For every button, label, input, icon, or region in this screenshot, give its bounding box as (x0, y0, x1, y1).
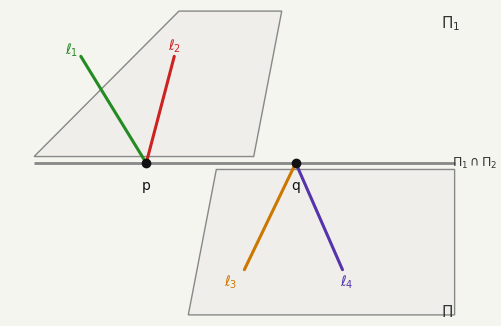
Text: $\ell_2$: $\ell_2$ (167, 38, 180, 55)
Text: q: q (291, 179, 300, 193)
Text: $\Pi_1 \cap \Pi_2$: $\Pi_1 \cap \Pi_2$ (451, 156, 497, 170)
Text: p: p (141, 179, 150, 193)
Text: $\Pi$: $\Pi$ (440, 304, 452, 320)
Polygon shape (188, 170, 454, 315)
Polygon shape (34, 11, 281, 156)
Text: $\Pi_1$: $\Pi_1$ (440, 15, 459, 33)
Text: $\ell_3$: $\ell_3$ (223, 274, 236, 291)
Text: $\ell_4$: $\ell_4$ (340, 274, 353, 291)
Text: $\ell_1$: $\ell_1$ (65, 41, 78, 59)
